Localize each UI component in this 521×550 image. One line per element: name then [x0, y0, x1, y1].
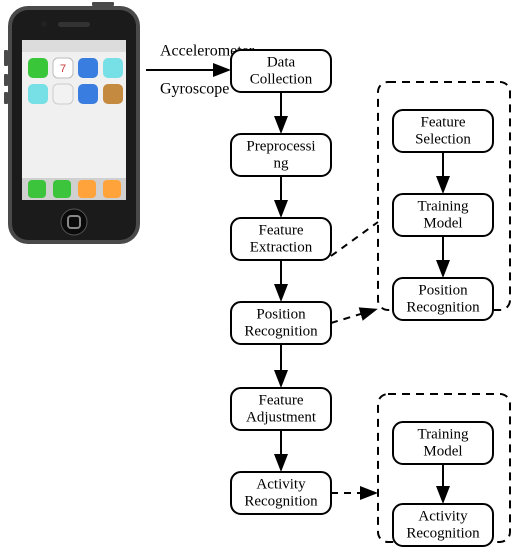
node-training-model-bottom: Training Model [393, 422, 493, 464]
node-position-recognition-main: Position Recognition [231, 302, 331, 344]
node-label: Training [417, 198, 469, 214]
smartphone-illustration: 7 [4, 2, 140, 244]
node-label: Position [256, 306, 306, 322]
node-feature-extraction: Feature Extraction [231, 218, 331, 260]
edge-dashed-fe-to-group [331, 222, 378, 256]
node-label: Position [418, 282, 468, 298]
node-label: Selection [415, 131, 471, 147]
node-label: Preprocessi [246, 138, 315, 154]
node-label: Feature [421, 114, 466, 130]
node-label: ng [274, 155, 290, 171]
diagram-canvas: 7 Accelerometer Gyroscope Data Collectio… [0, 0, 521, 550]
node-data-collection: Data Collection [231, 50, 331, 92]
node-label: Extraction [250, 239, 313, 255]
edge-dashed-pr-to-group [331, 310, 374, 323]
node-label: Recognition [406, 299, 480, 315]
node-label: Activity [256, 476, 306, 492]
node-feature-adjustment: Feature Adjustment [231, 388, 331, 430]
node-label: Feature [259, 222, 304, 238]
node-label: Recognition [244, 493, 318, 509]
node-training-model-top: Training Model [393, 194, 493, 236]
node-label: Model [423, 443, 462, 459]
svg-text:7: 7 [60, 63, 66, 75]
node-position-recognition-side: Position Recognition [393, 278, 493, 320]
node-label: Recognition [406, 525, 480, 541]
node-label: Recognition [244, 323, 318, 339]
node-label: Adjustment [246, 409, 317, 425]
node-preprocessing: Preprocessi ng [231, 134, 331, 176]
node-label: Data [267, 54, 296, 70]
node-label: Collection [250, 71, 313, 87]
gyroscope-label: Gyroscope [160, 81, 229, 98]
node-label: Model [423, 215, 462, 231]
node-label: Training [417, 426, 469, 442]
node-activity-recognition-side: Activity Recognition [393, 504, 493, 546]
node-activity-recognition-main: Activity Recognition [231, 472, 331, 514]
node-feature-selection: Feature Selection [393, 110, 493, 152]
node-label: Activity [418, 508, 468, 524]
node-label: Feature [259, 392, 304, 408]
